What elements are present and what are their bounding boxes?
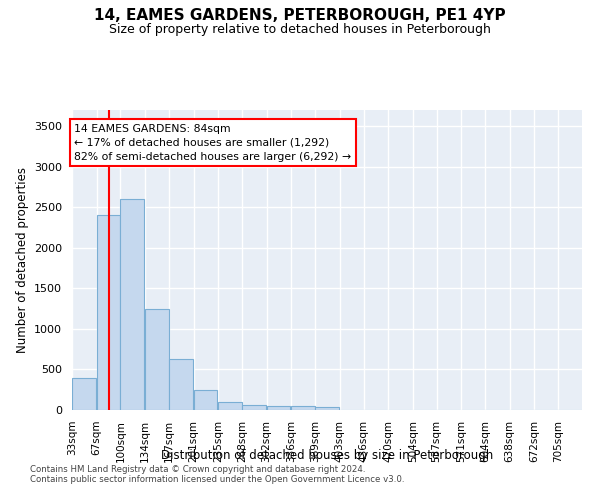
Text: Size of property relative to detached houses in Peterborough: Size of property relative to detached ho… [109, 22, 491, 36]
Bar [315, 407, 339, 410]
Bar [121, 199, 145, 410]
Text: Contains HM Land Registry data © Crown copyright and database right 2024.: Contains HM Land Registry data © Crown c… [30, 466, 365, 474]
Bar [194, 390, 217, 410]
Bar [145, 310, 169, 410]
Bar [72, 378, 96, 410]
Bar [266, 406, 290, 410]
Bar [218, 402, 242, 410]
Bar [242, 405, 266, 410]
Text: 14 EAMES GARDENS: 84sqm
← 17% of detached houses are smaller (1,292)
82% of semi: 14 EAMES GARDENS: 84sqm ← 17% of detache… [74, 124, 351, 162]
Text: Distribution of detached houses by size in Peterborough: Distribution of detached houses by size … [161, 448, 493, 462]
Text: Contains public sector information licensed under the Open Government Licence v3: Contains public sector information licen… [30, 476, 404, 484]
Text: 14, EAMES GARDENS, PETERBOROUGH, PE1 4YP: 14, EAMES GARDENS, PETERBOROUGH, PE1 4YP [94, 8, 506, 22]
Bar [97, 216, 121, 410]
Bar [291, 406, 315, 410]
Y-axis label: Number of detached properties: Number of detached properties [16, 167, 29, 353]
Bar [169, 359, 193, 410]
